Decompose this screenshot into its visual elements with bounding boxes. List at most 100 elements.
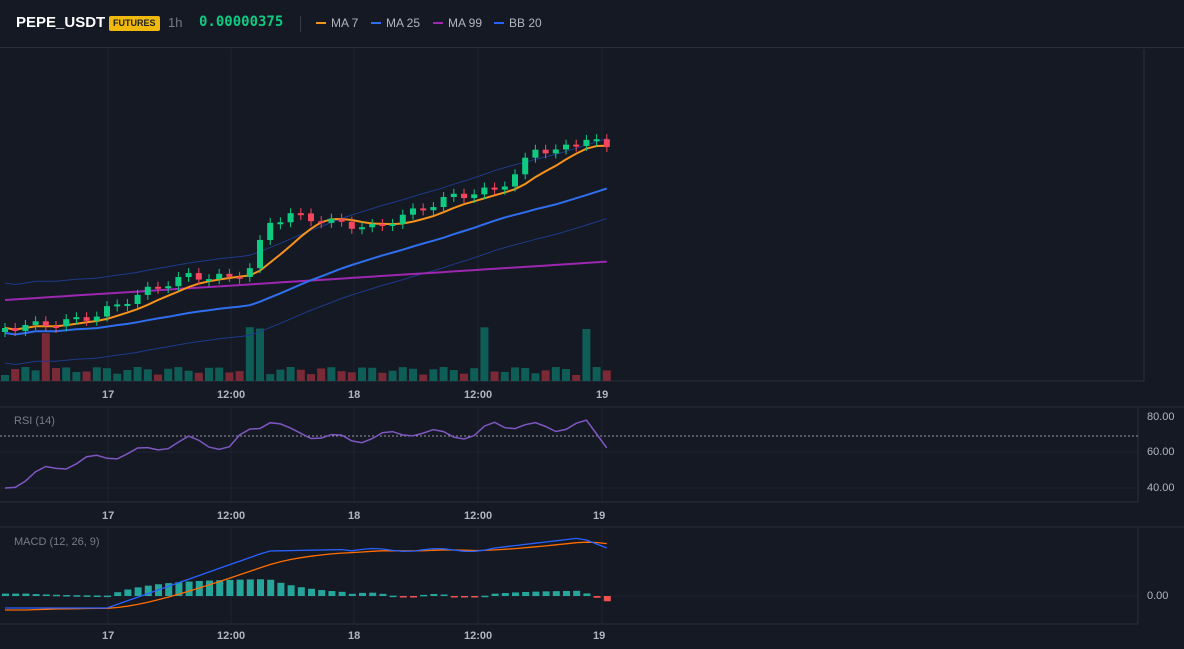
candle-body <box>42 321 49 326</box>
symbol-title[interactable]: PEPE_USDT <box>16 14 106 31</box>
volume-bar <box>194 372 203 381</box>
legend-bb20[interactable]: BB 20 <box>494 16 542 30</box>
candle-body <box>369 224 376 228</box>
candle-body <box>165 286 172 289</box>
macd-histogram-bar <box>338 591 346 596</box>
macd-histogram-bar <box>410 596 417 598</box>
volume-bar <box>1 375 9 381</box>
macd-histogram-bar <box>573 590 581 596</box>
macd-histogram-bar <box>175 582 183 596</box>
candle-body <box>389 223 396 226</box>
volume-bar <box>123 370 132 381</box>
time-tick: 12:00 <box>217 630 246 642</box>
volume-bar <box>358 367 366 381</box>
volume-bar <box>480 327 489 381</box>
legend-ma7[interactable]: MA 7 <box>316 16 358 30</box>
legend-ma25-label: MA 25 <box>386 16 421 30</box>
candle-body <box>379 224 386 227</box>
volume-bar <box>225 372 234 381</box>
ma7-line <box>4 144 607 331</box>
bb20-swatch-icon <box>494 21 504 24</box>
volume-bar <box>52 367 60 381</box>
macd-signal-line <box>5 541 607 611</box>
candle-body <box>308 213 314 222</box>
candle-body <box>297 213 304 216</box>
time-tick: 12:00 <box>217 510 246 522</box>
time-tick: 18 <box>348 630 361 642</box>
candle-body <box>501 186 508 190</box>
macd-histogram-bar <box>542 591 550 596</box>
candle-body <box>522 157 529 175</box>
time-tick: 18 <box>348 389 361 401</box>
candle-body <box>257 240 263 269</box>
volume-bar <box>317 368 326 381</box>
candle-body <box>267 222 274 241</box>
volume-bar <box>174 367 183 381</box>
macd-histogram-bar <box>583 593 591 596</box>
macd-histogram-bar <box>318 590 326 596</box>
rsi-path <box>4 419 608 489</box>
volume-bar <box>205 367 213 381</box>
macd-histogram-bar <box>440 594 448 597</box>
time-tick: 17 <box>102 630 115 642</box>
volume-bar <box>602 370 611 381</box>
rsi-scale-60: 60.00 <box>1147 446 1175 458</box>
time-tick: 12:00 <box>464 510 493 522</box>
macd-line <box>5 537 608 609</box>
volume-bar <box>541 370 550 381</box>
macd-histogram-bar <box>399 596 407 598</box>
candle-body <box>573 144 580 147</box>
timeframe-label[interactable]: 1h <box>168 15 183 30</box>
macd-histogram-bar <box>236 579 244 596</box>
candle-body <box>552 149 559 154</box>
ma25-line <box>4 187 608 336</box>
moving-averages <box>4 144 608 336</box>
volume-bar <box>133 367 142 381</box>
macd-histogram-bar <box>389 595 397 598</box>
bb-lower-line <box>4 218 607 366</box>
candle-body <box>603 139 610 148</box>
candle-body <box>328 218 335 223</box>
volume-bar <box>398 367 407 381</box>
candle-body <box>185 273 192 277</box>
macd-histogram-bar <box>246 579 254 596</box>
macd-histogram-bar <box>42 594 50 596</box>
candle-body <box>134 294 141 304</box>
macd-histogram-bar <box>93 595 101 597</box>
candle-body <box>2 328 8 332</box>
macd-histogram-bar <box>83 595 91 597</box>
macd-histogram-bar <box>267 579 275 596</box>
candle-body <box>399 214 406 224</box>
volume-bar <box>31 370 40 381</box>
volume-bar <box>378 372 387 381</box>
volume-bar <box>470 368 479 381</box>
rsi-title: RSI (14) <box>14 415 55 427</box>
legend-ma99[interactable]: MA 99 <box>433 16 482 30</box>
volume-bar <box>562 369 570 381</box>
time-tick: 17 <box>102 510 115 522</box>
volume-bar <box>92 367 101 381</box>
macd-histogram-bar <box>226 579 234 596</box>
volume-bar <box>368 367 377 381</box>
bb-upper-line <box>4 138 607 286</box>
volume-bar <box>490 371 499 381</box>
candle-body <box>216 273 223 280</box>
volume-bar <box>62 367 71 381</box>
macd-histogram-bar <box>73 595 81 597</box>
ma99-swatch-icon <box>433 21 443 24</box>
pane-borders <box>0 49 1184 625</box>
volume-bar <box>72 371 81 381</box>
macd-histogram-bar <box>369 592 377 596</box>
volume-bar <box>327 367 336 381</box>
macd-histogram-bar <box>450 596 458 598</box>
ma7-swatch-icon <box>316 21 326 24</box>
macd-histogram-bar <box>216 580 224 596</box>
candle-body <box>63 319 70 327</box>
macd-histogram-bar <box>185 581 193 596</box>
legend-ma25[interactable]: MA 25 <box>371 16 420 30</box>
macd-histogram-bar <box>471 596 479 598</box>
time-tick: 18 <box>348 510 361 522</box>
time-tick: 19 <box>593 510 606 522</box>
volume-bar <box>500 371 509 381</box>
